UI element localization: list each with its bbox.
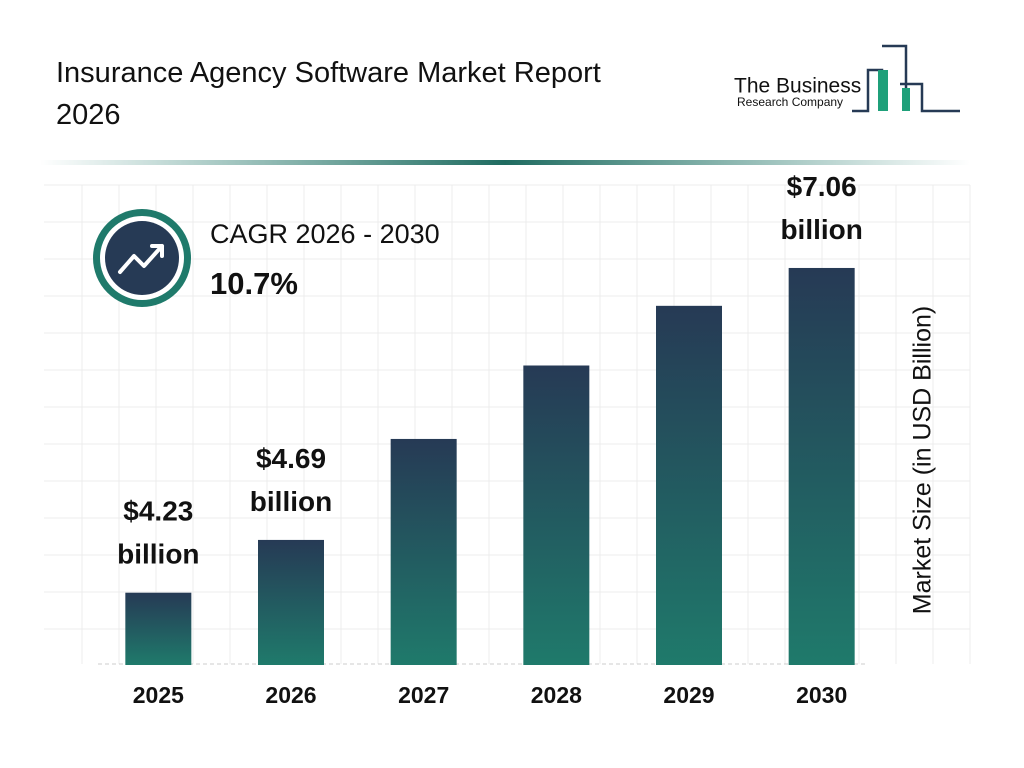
cagr-label: CAGR 2026 - 2030	[210, 219, 440, 249]
x-tick-label: 2027	[398, 682, 449, 708]
bar	[125, 592, 192, 665]
value-label: $4.69 billion	[250, 443, 332, 517]
value-label: $7.06 billion	[780, 171, 862, 245]
x-tick-label: 2025	[133, 682, 184, 708]
bar	[656, 305, 722, 665]
bar	[258, 539, 324, 665]
logo: The Business Research Company	[734, 44, 960, 113]
logo-subtext: Research Company	[737, 95, 843, 109]
value-label: $4.23 billion	[117, 496, 199, 570]
logo-text: The Business	[734, 75, 861, 98]
chart-title: Insurance Agency Software Market Report 2…	[56, 57, 601, 131]
x-tick-label: 2026	[265, 682, 316, 708]
y-axis-label: Market Size (in USD Billion)	[909, 306, 937, 614]
bar	[788, 267, 855, 665]
x-tick-label: 2028	[531, 682, 582, 708]
cagr-badge: CAGR 2026 - 2030 10.7%	[93, 209, 440, 307]
cagr-value: 10.7%	[210, 266, 298, 301]
bar	[390, 438, 457, 665]
x-tick-label: 2029	[663, 682, 714, 708]
x-tick-label: 2030	[796, 682, 847, 708]
header-rule	[40, 160, 970, 165]
bar	[523, 365, 590, 665]
